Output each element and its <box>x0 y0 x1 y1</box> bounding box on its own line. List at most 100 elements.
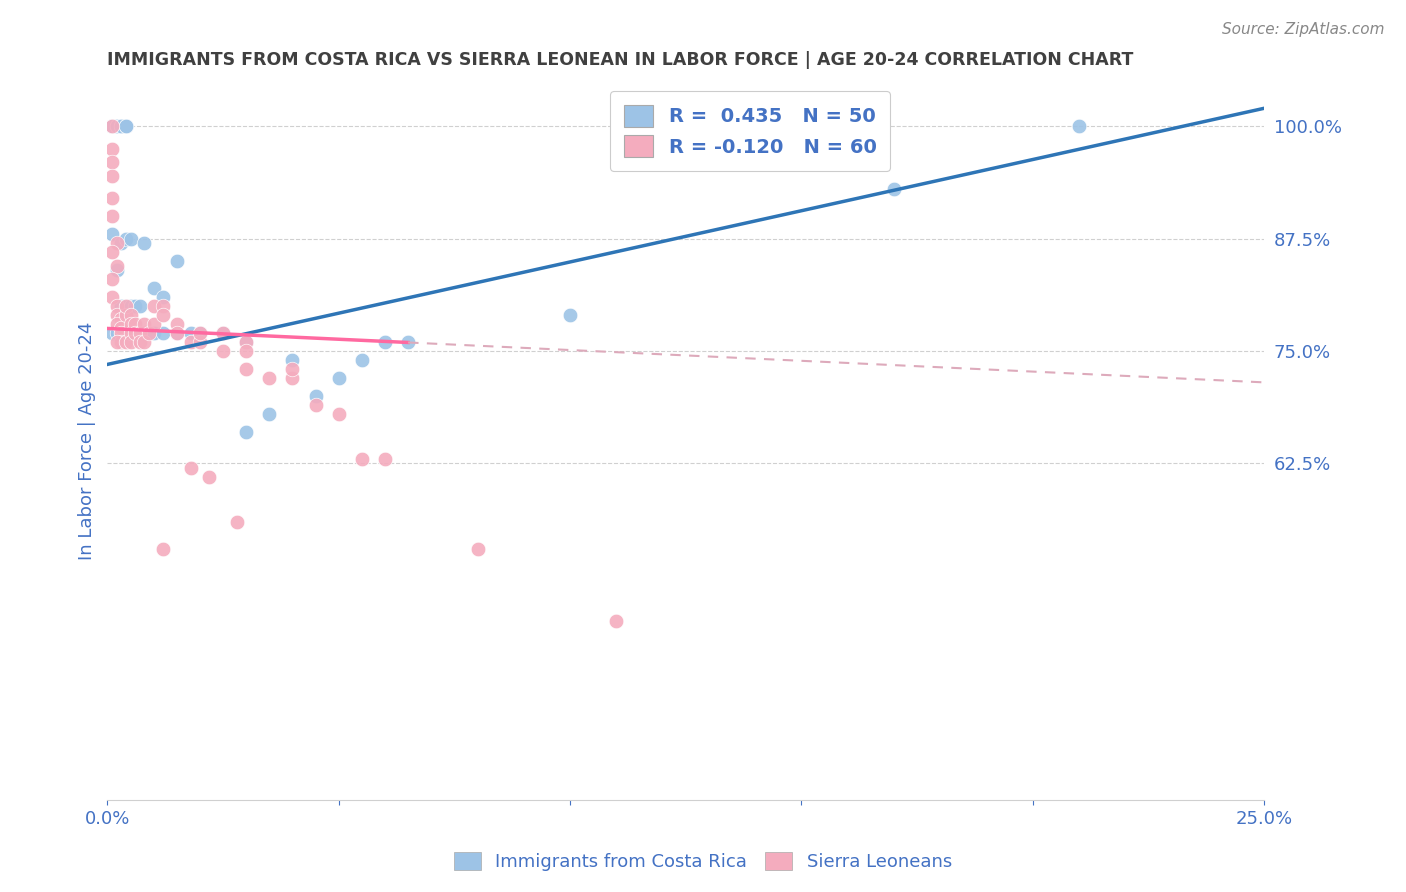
Point <box>212 326 235 340</box>
Point <box>226 515 249 529</box>
Point <box>152 308 174 322</box>
Point <box>134 317 156 331</box>
Point <box>138 326 160 340</box>
Point <box>120 334 142 349</box>
Point <box>259 371 281 385</box>
Point <box>115 120 138 134</box>
Point <box>120 326 142 340</box>
Point <box>188 334 211 349</box>
Point <box>110 236 132 251</box>
Point <box>120 326 142 340</box>
Point <box>235 343 257 358</box>
Text: IMMIGRANTS FROM COSTA RICA VS SIERRA LEONEAN IN LABOR FORCE | AGE 20-24 CORRELAT: IMMIGRANTS FROM COSTA RICA VS SIERRA LEO… <box>107 51 1133 69</box>
Point <box>115 299 138 313</box>
Point <box>101 120 124 134</box>
Point <box>235 425 257 439</box>
Point <box>166 317 188 331</box>
Point <box>110 312 132 326</box>
Point <box>374 334 396 349</box>
Point <box>350 451 373 466</box>
Point <box>105 120 128 134</box>
Point <box>134 236 156 251</box>
Point <box>115 231 138 245</box>
Point <box>101 169 124 183</box>
Point <box>115 334 138 349</box>
Point <box>883 182 905 196</box>
Point <box>142 299 165 313</box>
Point <box>134 326 156 340</box>
Y-axis label: In Labor Force | Age 20-24: In Labor Force | Age 20-24 <box>79 322 96 560</box>
Point <box>105 263 128 277</box>
Point <box>101 120 124 134</box>
Point <box>142 281 165 295</box>
Point <box>105 120 128 134</box>
Point <box>328 407 350 421</box>
Point <box>120 231 142 245</box>
Point <box>105 120 128 134</box>
Point <box>124 317 146 331</box>
Point <box>605 614 627 628</box>
Point <box>110 334 132 349</box>
Point <box>374 451 396 466</box>
Point <box>134 334 156 349</box>
Point <box>120 299 142 313</box>
Point <box>350 352 373 367</box>
Point <box>105 334 128 349</box>
Point <box>115 308 138 322</box>
Point <box>101 326 124 340</box>
Point <box>166 326 188 340</box>
Point <box>235 334 257 349</box>
Point <box>166 254 188 268</box>
Point <box>180 460 202 475</box>
Point <box>128 326 150 340</box>
Point <box>124 326 146 340</box>
Point <box>142 326 165 340</box>
Point <box>128 299 150 313</box>
Point <box>115 299 138 313</box>
Point <box>180 326 202 340</box>
Point <box>188 326 211 340</box>
Point <box>467 541 489 556</box>
Point <box>101 245 124 260</box>
Point <box>198 469 221 483</box>
Point <box>259 407 281 421</box>
Point <box>105 326 128 340</box>
Point <box>180 334 202 349</box>
Point <box>152 541 174 556</box>
Point <box>124 326 146 340</box>
Point <box>1067 120 1090 134</box>
Point <box>120 317 142 331</box>
Point <box>101 191 124 205</box>
Legend: R =  0.435   N = 50, R = -0.120   N = 60: R = 0.435 N = 50, R = -0.120 N = 60 <box>610 91 890 171</box>
Point <box>166 326 188 340</box>
Point <box>142 317 165 331</box>
Point <box>101 209 124 223</box>
Point <box>115 120 138 134</box>
Point <box>115 326 138 340</box>
Point <box>110 299 132 313</box>
Point <box>235 334 257 349</box>
Point <box>101 290 124 304</box>
Point <box>110 120 132 134</box>
Point <box>101 142 124 156</box>
Point <box>128 334 150 349</box>
Point <box>304 398 326 412</box>
Point <box>110 326 132 340</box>
Point <box>152 290 174 304</box>
Point <box>101 155 124 169</box>
Point <box>152 326 174 340</box>
Point <box>152 299 174 313</box>
Point <box>101 120 124 134</box>
Point <box>105 317 128 331</box>
Text: Source: ZipAtlas.com: Source: ZipAtlas.com <box>1222 22 1385 37</box>
Point <box>212 326 235 340</box>
Point <box>281 371 304 385</box>
Legend: Immigrants from Costa Rica, Sierra Leoneans: Immigrants from Costa Rica, Sierra Leone… <box>447 845 959 879</box>
Point <box>124 299 146 313</box>
Point <box>110 321 132 335</box>
Point <box>105 259 128 273</box>
Point <box>120 308 142 322</box>
Point <box>396 334 419 349</box>
Point <box>281 362 304 376</box>
Point <box>105 236 128 251</box>
